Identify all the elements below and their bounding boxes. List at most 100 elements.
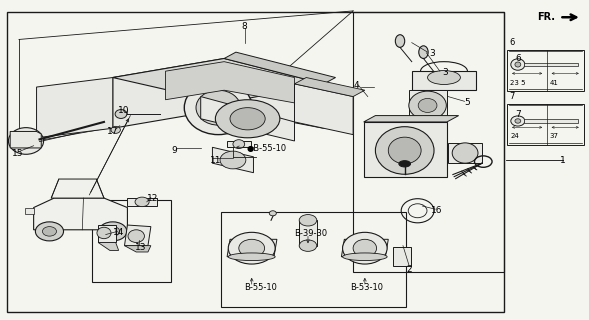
Ellipse shape	[128, 230, 144, 243]
Polygon shape	[227, 239, 277, 257]
Text: 6: 6	[509, 38, 514, 47]
Polygon shape	[363, 122, 447, 178]
Text: 37: 37	[550, 133, 559, 140]
Polygon shape	[299, 220, 317, 246]
Ellipse shape	[515, 119, 521, 123]
Bar	[507, 50, 584, 91]
Ellipse shape	[452, 143, 478, 163]
Ellipse shape	[35, 222, 64, 241]
Ellipse shape	[299, 215, 317, 226]
Ellipse shape	[375, 127, 434, 174]
Text: ●B-55-10: ●B-55-10	[246, 144, 286, 153]
Ellipse shape	[106, 227, 120, 236]
Polygon shape	[201, 97, 294, 141]
Ellipse shape	[418, 99, 437, 112]
Ellipse shape	[419, 46, 428, 59]
Ellipse shape	[229, 253, 275, 260]
Text: 2: 2	[406, 265, 412, 274]
Ellipse shape	[399, 161, 411, 167]
Polygon shape	[393, 247, 411, 266]
Ellipse shape	[16, 134, 35, 148]
Polygon shape	[342, 239, 388, 257]
Polygon shape	[448, 142, 482, 163]
Ellipse shape	[511, 59, 525, 70]
Polygon shape	[409, 90, 447, 120]
Text: 1: 1	[560, 156, 566, 164]
Ellipse shape	[269, 211, 276, 216]
Text: 7: 7	[509, 92, 514, 101]
Ellipse shape	[229, 232, 275, 264]
Ellipse shape	[395, 35, 405, 47]
Text: 24: 24	[510, 133, 519, 140]
Polygon shape	[98, 243, 118, 251]
Bar	[221, 212, 406, 307]
Ellipse shape	[135, 197, 149, 207]
Text: 15: 15	[12, 149, 24, 158]
Ellipse shape	[511, 116, 525, 126]
Ellipse shape	[111, 126, 120, 133]
Text: 3: 3	[442, 68, 448, 77]
Text: B-39-30: B-39-30	[294, 229, 327, 238]
Ellipse shape	[184, 81, 252, 135]
Ellipse shape	[239, 239, 264, 257]
Ellipse shape	[353, 239, 376, 257]
Text: 8: 8	[242, 22, 247, 31]
Polygon shape	[37, 77, 112, 138]
Text: 4: 4	[353, 81, 359, 90]
Polygon shape	[224, 52, 336, 84]
Polygon shape	[25, 208, 34, 214]
Polygon shape	[363, 116, 459, 122]
Ellipse shape	[216, 100, 280, 138]
Text: 12: 12	[147, 194, 158, 203]
Ellipse shape	[299, 240, 317, 252]
Polygon shape	[166, 62, 294, 103]
Ellipse shape	[515, 62, 521, 67]
Polygon shape	[294, 84, 353, 135]
Polygon shape	[10, 132, 41, 148]
Text: B-53-10: B-53-10	[350, 283, 383, 292]
Text: 3: 3	[429, 49, 435, 58]
Ellipse shape	[230, 108, 265, 130]
Bar	[353, 12, 504, 272]
Ellipse shape	[343, 253, 387, 260]
Ellipse shape	[428, 70, 461, 84]
Polygon shape	[112, 59, 324, 103]
Text: 9: 9	[171, 146, 177, 155]
Polygon shape	[98, 225, 115, 243]
Text: 17: 17	[107, 127, 118, 136]
Text: 16: 16	[431, 206, 443, 215]
Text: 5: 5	[465, 99, 470, 108]
Text: B-55-10: B-55-10	[244, 283, 277, 292]
Polygon shape	[524, 119, 578, 123]
Ellipse shape	[196, 90, 240, 125]
Text: 23 5: 23 5	[510, 79, 526, 85]
Ellipse shape	[343, 232, 387, 264]
Polygon shape	[227, 141, 250, 147]
Polygon shape	[124, 225, 151, 246]
Ellipse shape	[8, 128, 44, 154]
Polygon shape	[412, 71, 477, 90]
Ellipse shape	[409, 91, 446, 120]
Ellipse shape	[233, 140, 244, 148]
Bar	[7, 12, 504, 312]
Polygon shape	[294, 77, 365, 97]
Ellipse shape	[97, 227, 111, 239]
Text: 13: 13	[135, 243, 147, 252]
Ellipse shape	[42, 227, 57, 236]
Text: 7: 7	[515, 109, 521, 118]
Text: 10: 10	[118, 106, 129, 115]
Ellipse shape	[220, 151, 246, 169]
Text: 6: 6	[515, 54, 521, 63]
Polygon shape	[524, 63, 578, 67]
Polygon shape	[34, 198, 127, 230]
Polygon shape	[124, 246, 151, 252]
Ellipse shape	[115, 109, 127, 118]
Ellipse shape	[99, 222, 127, 241]
Polygon shape	[51, 179, 104, 198]
Polygon shape	[112, 59, 324, 128]
Text: 11: 11	[210, 156, 221, 164]
Text: 41: 41	[550, 79, 559, 85]
Bar	[92, 200, 171, 282]
Text: FR.: FR.	[537, 12, 555, 22]
Polygon shape	[213, 147, 253, 173]
